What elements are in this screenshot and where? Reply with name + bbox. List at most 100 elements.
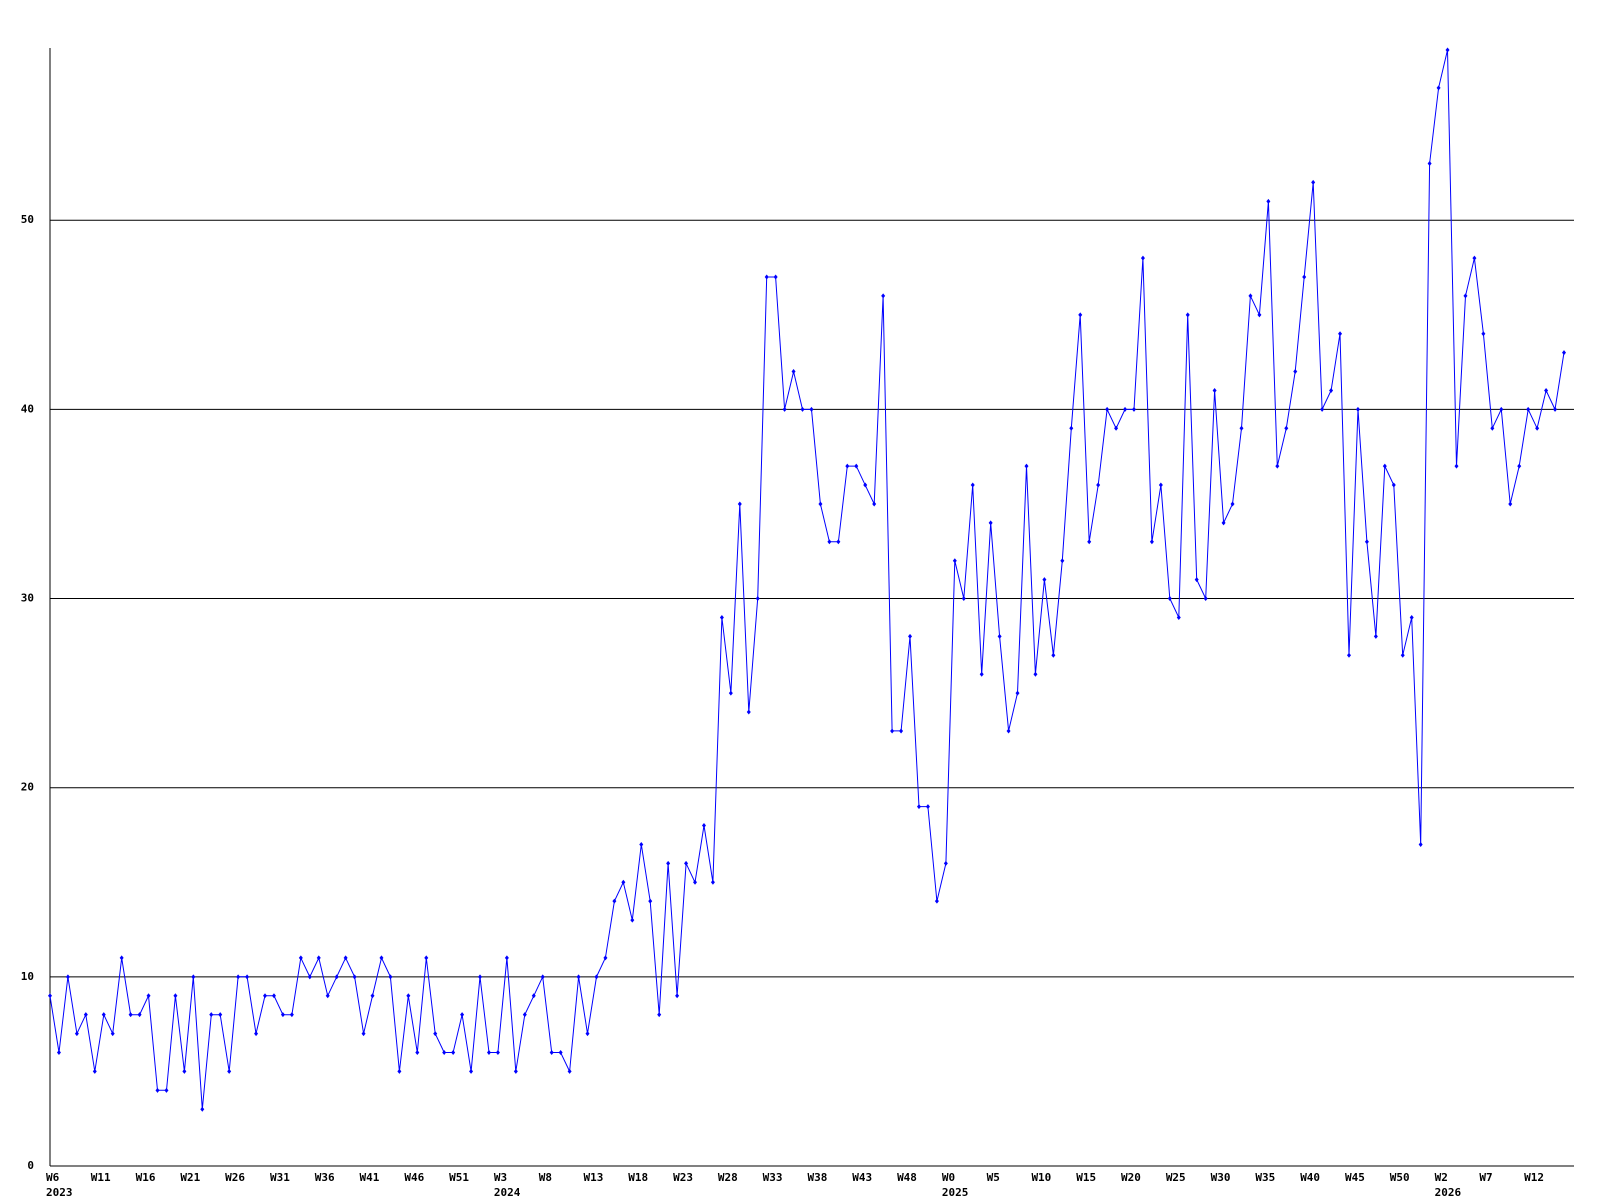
x-tick-label: W41 [360,1171,380,1184]
x-tick-label: W25 [1166,1171,1186,1184]
data-point [48,993,52,999]
data-point [773,274,778,280]
data-point [800,406,805,412]
x-tick-label: W28 [718,1171,738,1184]
data-point [271,993,276,999]
y-tick-label: 20 [21,781,34,794]
data-point [755,596,760,602]
x-tick-label: W38 [807,1171,827,1184]
data-point [1131,406,1136,412]
data-point [388,974,393,980]
data-point [119,955,124,961]
data-point [1517,463,1522,469]
data-point [1293,369,1298,375]
data-point [1490,425,1495,431]
data-point [433,1031,438,1037]
x-tick-label: W33 [763,1171,783,1184]
data-point [486,1050,491,1056]
x-tick-label: W45 [1345,1171,1365,1184]
data-line [49,49,1565,1110]
data-point [469,1068,474,1074]
x-tick-label: W6 [46,1171,60,1184]
data-point [934,898,939,904]
data-point [1373,633,1378,639]
data-point [289,1012,294,1018]
data-point [899,728,904,734]
x-tick-label: W16 [136,1171,156,1184]
data-point [943,860,948,866]
data-point [827,539,832,545]
data-point [925,804,930,810]
data-point [155,1087,160,1093]
data-point [576,974,581,980]
data-point [200,1106,205,1112]
data-point [1176,614,1181,620]
x-year-label: 2023 [46,1186,73,1199]
data-point [1454,463,1459,469]
data-point [979,671,984,677]
data-point [1553,406,1558,412]
data-point [56,1050,61,1056]
x-tick-label: W51 [449,1171,469,1184]
data-point [522,1012,527,1018]
data-point [594,974,599,980]
data-point [1194,577,1199,583]
data-point [1391,482,1396,488]
data-point [1015,690,1020,696]
data-point [1463,293,1468,299]
data-point [719,614,724,620]
data-point [540,974,545,980]
x-tick-label: W8 [539,1171,552,1184]
x-tick-label: W12 [1524,1171,1544,1184]
data-point [236,974,241,980]
data-point [1481,331,1486,337]
data-point [1364,539,1369,545]
data-point [881,293,886,299]
data-point [361,1031,366,1037]
data-point [263,993,268,999]
data-point [1203,596,1208,602]
data-point [567,1068,572,1074]
data-point [675,993,680,999]
data-point [245,974,250,980]
data-point [1006,728,1011,734]
data-point [701,823,706,829]
data-point [218,1012,223,1018]
data-point [1311,179,1316,185]
data-point [83,1012,88,1018]
data-point [460,1012,465,1018]
data-point [415,1050,420,1056]
x-tick-label: W48 [897,1171,917,1184]
data-point [791,369,796,375]
data-point [1033,671,1038,677]
data-point [1427,160,1432,166]
data-point [1087,539,1092,545]
data-point [1221,520,1226,526]
data-point [74,1031,79,1037]
data-point [1472,255,1477,261]
data-point [1185,312,1190,318]
data-point [325,993,330,999]
data-point [1499,406,1504,412]
data-point [585,1031,590,1037]
data-point [728,690,733,696]
data-point [1024,463,1029,469]
data-point [997,633,1002,639]
data-point [845,463,850,469]
data-point [1409,614,1414,620]
data-point [1266,198,1271,204]
x-year-label: 2026 [1435,1186,1462,1199]
x-tick-label: W31 [270,1171,290,1184]
y-tick-label: 30 [21,592,34,605]
data-point [182,1068,187,1074]
data-point [612,898,617,904]
x-tick-label: W0 [942,1171,955,1184]
data-point [1060,558,1065,564]
data-point [764,274,769,280]
data-point [65,974,70,980]
data-point [916,804,921,810]
data-point [1418,841,1423,847]
data-point [1508,501,1513,507]
